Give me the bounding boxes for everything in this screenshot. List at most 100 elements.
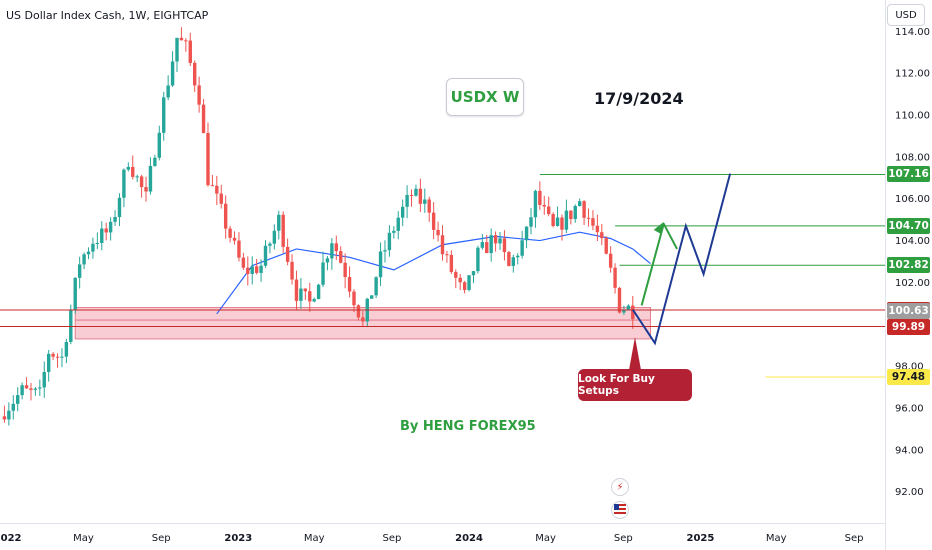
candle-body xyxy=(237,240,241,258)
candle-body xyxy=(268,243,272,246)
candle-body xyxy=(24,385,29,389)
price-tick-label: 96.00 xyxy=(895,403,924,414)
candle-body xyxy=(250,266,254,274)
price-tag: 97.48 xyxy=(887,368,930,385)
us-flag-icon[interactable] xyxy=(611,501,629,519)
candle-body xyxy=(303,288,308,292)
price-tick-label: 110.00 xyxy=(895,111,930,122)
price-tick-label: 92.00 xyxy=(895,487,924,498)
candle-body xyxy=(29,388,33,390)
candle-body xyxy=(356,305,361,318)
price-tag: 100.63 xyxy=(887,303,930,320)
candle-body xyxy=(91,243,95,252)
price-tag: 99.89 xyxy=(887,318,930,335)
time-axis-labels: 2022 May Sep 2023 May Sep 2024 May Sep 2025 May Sep xyxy=(0,533,863,544)
candle-body xyxy=(51,353,55,357)
candle-body xyxy=(427,199,431,213)
time-tick-label: Sep xyxy=(152,533,171,544)
candle-body xyxy=(378,251,383,278)
candle-body xyxy=(347,277,352,292)
candle-body xyxy=(516,255,520,258)
price-level-lines xyxy=(0,173,885,378)
candle-body xyxy=(184,40,188,42)
candle-body xyxy=(117,197,122,218)
candle-body xyxy=(60,356,64,358)
currency-button[interactable]: USD xyxy=(887,4,925,26)
price-tick-label: 108.00 xyxy=(895,152,930,163)
candle-body xyxy=(201,104,206,133)
candle-body xyxy=(77,264,82,278)
candle-body xyxy=(281,214,285,247)
candle-body xyxy=(38,387,42,389)
candle-body xyxy=(219,193,223,204)
candle-body xyxy=(113,217,117,222)
candle-body xyxy=(241,257,246,268)
candle-body xyxy=(507,252,511,266)
candle-body xyxy=(64,341,69,357)
time-tick-label: Sep xyxy=(382,533,401,544)
price-tag: 107.16 xyxy=(887,166,930,183)
candle-body xyxy=(148,165,153,192)
price-tick-label: 106.00 xyxy=(895,194,930,205)
candle-body xyxy=(613,267,617,288)
candle-body xyxy=(547,206,551,215)
candle-body xyxy=(223,203,228,229)
candle-body xyxy=(325,258,330,263)
candle-body xyxy=(622,309,626,313)
time-tick-label: May xyxy=(304,533,325,544)
candle-body xyxy=(11,403,15,411)
candle-body xyxy=(272,230,277,244)
candle-body xyxy=(228,228,232,238)
projection-blue xyxy=(631,173,732,346)
candle-body xyxy=(418,188,423,204)
candle-body xyxy=(206,132,210,186)
candle-body xyxy=(555,217,560,226)
time-tick-label: May xyxy=(535,533,556,544)
symbol-title: US Dollar Index Cash, 1W, EIGHTCAP xyxy=(6,9,209,22)
flash-icon[interactable]: ⚡ xyxy=(611,478,629,496)
candle-body xyxy=(42,371,46,388)
candle-body xyxy=(564,210,569,230)
candle-body xyxy=(560,217,564,230)
candle-body xyxy=(631,305,635,319)
candle-body xyxy=(162,97,166,133)
time-tick-label: 2025 xyxy=(686,533,714,544)
candle-body xyxy=(153,157,157,166)
candle-body xyxy=(254,266,259,273)
candle-body xyxy=(520,240,524,256)
candle-body xyxy=(400,206,405,218)
candle-body xyxy=(626,305,631,310)
candle-body xyxy=(210,185,215,187)
candle-body xyxy=(405,194,409,207)
time-tick-label: Sep xyxy=(845,533,864,544)
candle-body xyxy=(139,176,144,188)
candle-body xyxy=(20,385,24,396)
candle-body xyxy=(591,218,595,226)
candle-body xyxy=(330,243,334,259)
time-tick-label: May xyxy=(766,533,787,544)
price-tick-label: 112.00 xyxy=(895,69,930,80)
candle-body xyxy=(524,226,529,241)
candle-body xyxy=(299,288,303,301)
analysis-date: 17/9/2024 xyxy=(594,89,684,108)
candle-body xyxy=(232,237,237,241)
candle-body xyxy=(321,262,325,285)
candle-body xyxy=(370,295,374,299)
candle-body xyxy=(104,228,108,233)
candle-body xyxy=(471,271,476,276)
time-tick-label: 2024 xyxy=(455,533,483,544)
candle-body xyxy=(617,287,622,313)
candle-body xyxy=(600,232,604,239)
price-tag: 102.82 xyxy=(887,257,930,274)
candle-body xyxy=(542,204,546,207)
candle-body xyxy=(414,188,418,196)
price-axis-labels: 92.00 94.00 96.00 98.00 102.00 104.00 106.00 10… xyxy=(895,27,930,498)
candle-body xyxy=(16,395,20,404)
candle-body xyxy=(361,317,365,322)
candle-body xyxy=(316,284,321,300)
candle-body xyxy=(108,221,113,233)
projection-paths xyxy=(631,173,732,346)
candle-body xyxy=(502,238,507,253)
candle-body xyxy=(73,277,77,310)
